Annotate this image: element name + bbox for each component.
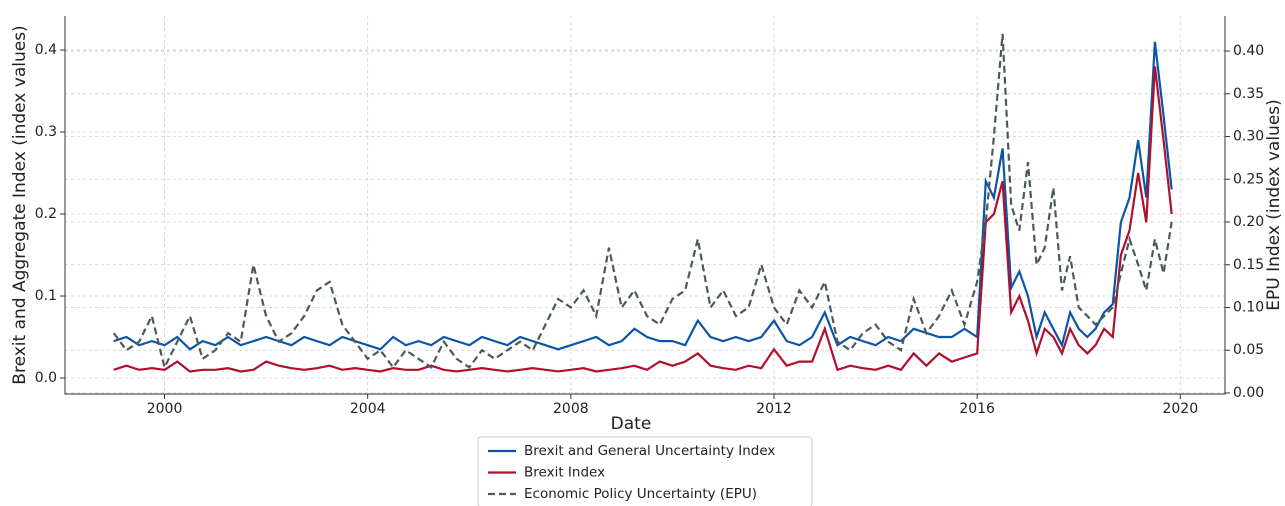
data-line — [113, 41, 1173, 351]
y2-tick-label: 0.35 — [1233, 86, 1264, 102]
axis-spines — [64, 16, 1226, 395]
y-tick-label: 0.1 — [35, 288, 57, 304]
x-tick-label: 2020 — [1162, 401, 1198, 417]
legend-box — [477, 436, 813, 506]
y-tick-label: 0.2 — [35, 206, 57, 222]
y2-tick-label: 0.15 — [1233, 257, 1264, 273]
legend-label: Economic Policy Uncertainty (EPU) — [524, 486, 757, 502]
y-tick-label: 0.4 — [35, 42, 57, 58]
x-axis-label: Date — [611, 414, 652, 434]
x-tick-label: 2016 — [959, 401, 995, 417]
y-tick-label: 0.3 — [35, 124, 57, 140]
legend-label: Brexit and General Uncertainty Index — [524, 443, 775, 459]
y2-tick-label: 0.00 — [1233, 385, 1264, 401]
y2-tick-label: 0.30 — [1233, 129, 1264, 145]
legend-label: Brexit Index — [524, 465, 605, 481]
data-line — [112, 33, 1173, 371]
y2-axis-label: EPU Index (index values) — [1264, 99, 1284, 311]
data-line — [113, 66, 1173, 373]
y2-tick-label: 0.05 — [1233, 342, 1264, 358]
y-axis-label: Brexit and Aggregate Index (index values… — [10, 25, 30, 384]
y-tick-label: 0.0 — [35, 370, 57, 386]
y2-tick-label: 0.25 — [1233, 171, 1264, 187]
x-tick-label: 2004 — [350, 401, 386, 417]
x-tick-label: 2008 — [553, 401, 589, 417]
x-tick-label: 2012 — [756, 401, 792, 417]
y2-tick-label: 0.10 — [1233, 299, 1264, 315]
y2-tick-label: 0.40 — [1233, 43, 1264, 59]
y2-tick-label: 0.20 — [1233, 214, 1264, 230]
x-tick-label: 2000 — [147, 401, 183, 417]
